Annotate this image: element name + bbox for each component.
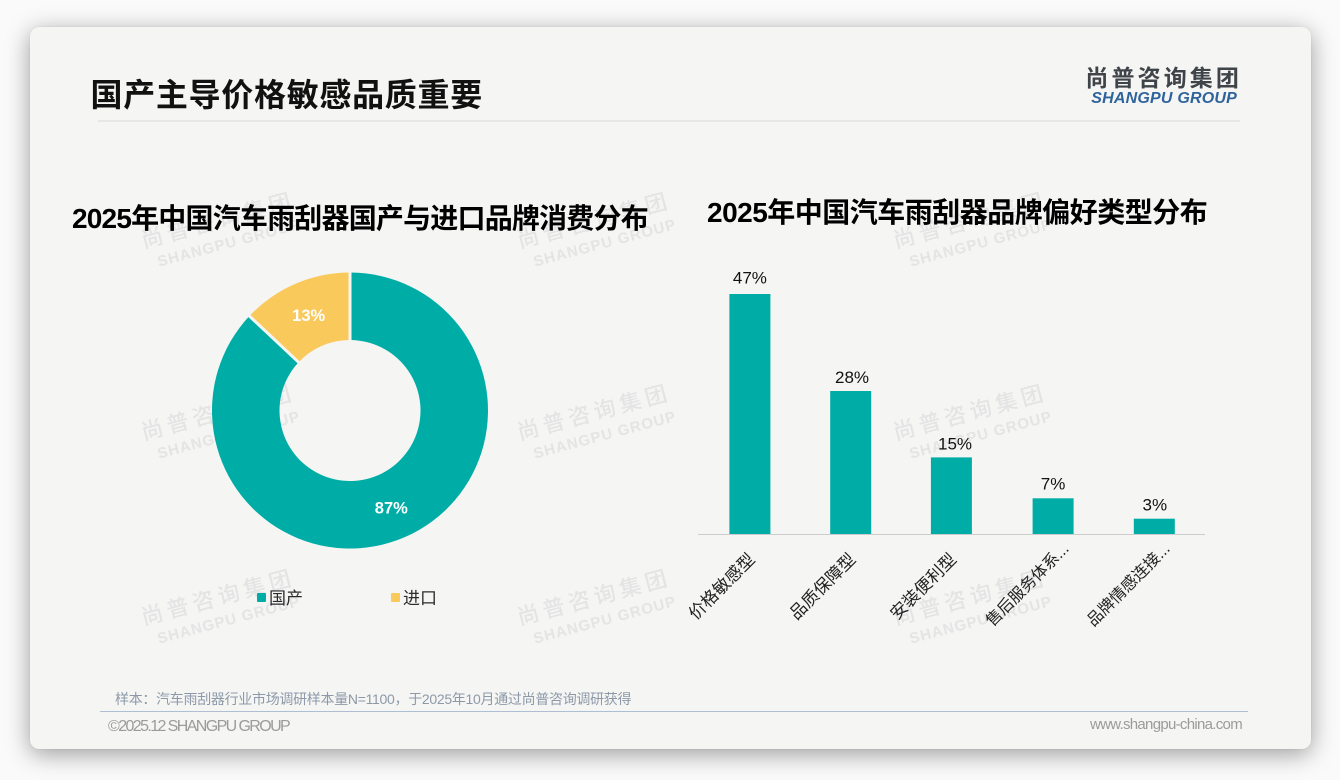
svg-text:47%: 47%	[733, 269, 767, 288]
svg-text:13%: 13%	[292, 307, 325, 325]
svg-text:安装便利型: 安装便利型	[887, 550, 961, 624]
svg-text:售后服务体系...: 售后服务体系...	[983, 540, 1073, 630]
svg-text:3%: 3%	[1143, 496, 1168, 515]
svg-text:87%: 87%	[375, 500, 408, 518]
svg-text:28%: 28%	[835, 368, 869, 387]
svg-text:品牌情感连接...: 品牌情感连接...	[1084, 540, 1174, 630]
svg-text:价格敏感型: 价格敏感型	[685, 550, 759, 624]
svg-text:7%: 7%	[1041, 475, 1066, 494]
svg-text:15%: 15%	[938, 435, 972, 454]
svg-text:品质保障型: 品质保障型	[786, 550, 860, 624]
